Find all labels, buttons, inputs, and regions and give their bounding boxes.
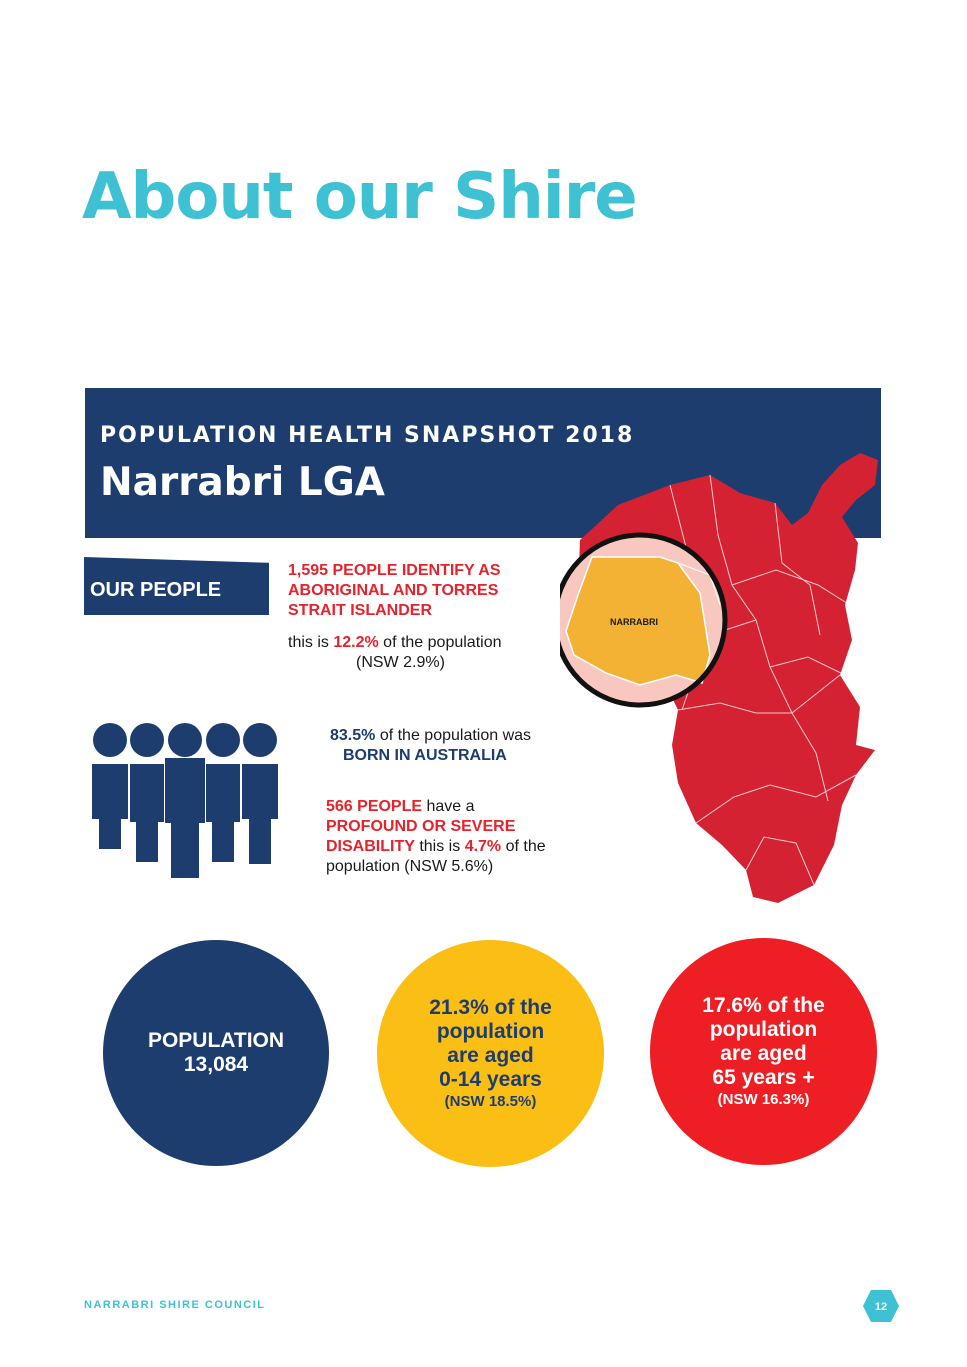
disability-emph-2: DISABILITY <box>326 838 415 855</box>
older-population-circle: 17.6% of the population are aged 65 year… <box>650 938 877 1165</box>
disability-percent: 4.7% <box>464 838 502 855</box>
our-people-tab <box>84 557 269 615</box>
old-line-2: population <box>709 1018 818 1041</box>
disability-line-1: 566 PEOPLE have a <box>326 797 596 817</box>
disability-line-3: DISABILITY this is 4.7% of the <box>326 837 596 857</box>
old-line-1: 17.6% of the <box>702 994 825 1017</box>
aboriginal-share-line: this is 12.2% of the population <box>288 633 548 653</box>
aboriginal-stat: 1,595 PEOPLE IDENTIFY AS ABORIGINAL AND … <box>288 561 548 673</box>
population-circle: POPULATION 13,084 <box>103 940 329 1166</box>
born-stat: 83.5% of the population was BORN IN AUST… <box>330 726 590 766</box>
disability-count: 566 PEOPLE <box>326 798 423 815</box>
disability-last-line: population (NSW 5.6%) <box>326 858 494 875</box>
young-nsw: (NSW 18.5%) <box>444 1093 537 1110</box>
young-line-4: 0-14 years <box>439 1068 542 1091</box>
footer-org: NARRABRI SHIRE COUNCIL <box>84 1299 266 1311</box>
banner-title: Narrabri LGA <box>100 460 385 505</box>
page-title: About our Shire <box>82 160 638 234</box>
disability-mid: this is <box>414 838 465 855</box>
population-label: POPULATION <box>147 1029 285 1052</box>
our-people-label: OUR PEOPLE <box>90 579 222 601</box>
young-line-3: are aged <box>447 1044 534 1067</box>
old-line-3: are aged <box>720 1042 807 1065</box>
population-value: 13,084 <box>183 1053 249 1076</box>
old-nsw: (NSW 16.3%) <box>717 1091 810 1108</box>
young-line-2: population <box>436 1020 545 1043</box>
young-line-1: 21.3% of the <box>429 996 552 1019</box>
aboriginal-headline-1: 1,595 PEOPLE IDENTIFY AS <box>288 562 501 579</box>
born-percent: 83.5% <box>330 727 376 744</box>
aboriginal-nsw: (NSW 2.9%) <box>356 654 445 671</box>
map-label-narrabri: NARRABRI <box>610 617 658 627</box>
old-line-4: 65 years + <box>712 1066 815 1089</box>
aboriginal-headline-3: STRAIT ISLANDER <box>288 602 432 619</box>
people-icon <box>92 723 278 878</box>
disability-stat: 566 PEOPLE have a PROFOUND OR SEVERE DIS… <box>326 797 596 877</box>
disability-suffix: of the <box>501 838 546 855</box>
aboriginal-percent: 12.2% <box>333 634 379 651</box>
aboriginal-headline-2: ABORIGINAL AND TORRES <box>288 582 499 599</box>
aboriginal-share-suffix: of the population <box>378 634 502 651</box>
zoom-circle-ring <box>560 532 728 708</box>
lga-map-illustration: NARRABRI <box>560 453 878 903</box>
disability-emph-1: PROFOUND OR SEVERE <box>326 818 516 835</box>
page-number: 12 <box>875 1301 887 1313</box>
page-number-badge: 12 <box>863 1290 899 1322</box>
young-population-circle: 21.3% of the population are aged 0-14 ye… <box>377 940 604 1167</box>
born-text: of the population was <box>375 727 532 744</box>
born-line: 83.5% of the population was <box>330 726 590 746</box>
banner-kicker: POPULATION HEALTH SNAPSHOT 2018 <box>100 423 635 448</box>
disability-text: have a <box>422 798 475 815</box>
born-emph: BORN IN AUSTRALIA <box>343 747 507 764</box>
aboriginal-share-prefix: this is <box>288 634 334 651</box>
